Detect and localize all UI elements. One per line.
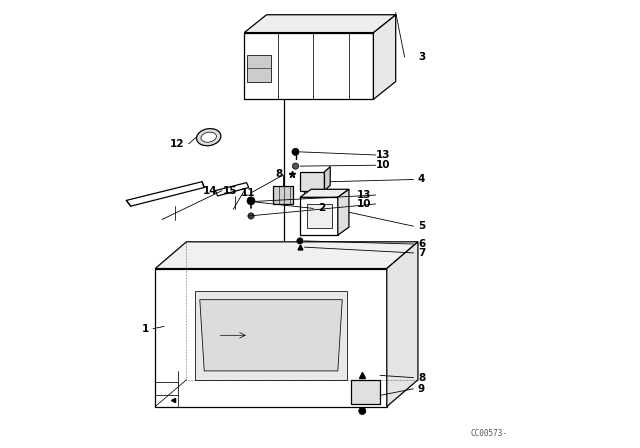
Text: 10: 10: [376, 160, 390, 170]
Text: 8: 8: [275, 169, 282, 179]
Text: 12: 12: [170, 139, 184, 149]
Ellipse shape: [201, 132, 216, 142]
Circle shape: [248, 213, 254, 219]
Text: 8: 8: [418, 373, 425, 383]
Text: 1: 1: [141, 323, 148, 334]
Polygon shape: [373, 15, 396, 99]
Circle shape: [297, 238, 303, 244]
Polygon shape: [246, 55, 271, 82]
Text: 4: 4: [418, 174, 426, 185]
Text: CC00573-: CC00573-: [470, 429, 508, 438]
Polygon shape: [307, 204, 332, 228]
Text: 9: 9: [418, 384, 425, 394]
Polygon shape: [126, 182, 204, 206]
Text: 6: 6: [418, 239, 425, 249]
Polygon shape: [216, 183, 249, 196]
Text: 13: 13: [356, 190, 371, 200]
Circle shape: [292, 163, 299, 169]
Circle shape: [292, 148, 299, 155]
Text: 11: 11: [241, 188, 255, 198]
Polygon shape: [300, 172, 324, 190]
Text: 10: 10: [356, 199, 371, 209]
Text: 5: 5: [418, 221, 425, 231]
Polygon shape: [200, 300, 342, 371]
Text: 2: 2: [318, 203, 325, 213]
Text: 3: 3: [418, 52, 425, 62]
Polygon shape: [387, 242, 418, 406]
Polygon shape: [324, 167, 330, 190]
Polygon shape: [300, 197, 338, 235]
Text: 7: 7: [418, 248, 426, 258]
Text: 13: 13: [376, 150, 390, 160]
Polygon shape: [156, 268, 387, 406]
Circle shape: [359, 407, 366, 414]
Polygon shape: [244, 15, 396, 33]
Polygon shape: [156, 242, 418, 268]
Ellipse shape: [196, 129, 221, 146]
Polygon shape: [338, 189, 349, 235]
Circle shape: [247, 197, 255, 205]
Text: 14: 14: [203, 185, 218, 196]
Polygon shape: [195, 291, 347, 380]
Text: 15: 15: [223, 185, 237, 196]
Polygon shape: [351, 380, 380, 404]
Polygon shape: [273, 186, 293, 204]
Polygon shape: [244, 33, 373, 99]
Polygon shape: [300, 189, 349, 197]
